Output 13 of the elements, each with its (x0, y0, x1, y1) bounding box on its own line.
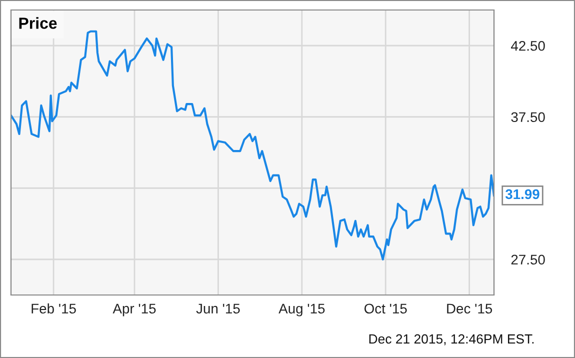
x-tick-label: Oct '15 (364, 304, 407, 314)
y-tick-label: 42.50 (510, 40, 545, 51)
data-label: 31.99 (505, 189, 540, 200)
x-tick-label: Apr '15 (112, 304, 156, 316)
x-tick-label: Feb '15 (32, 303, 76, 314)
line-series (11, 30, 494, 260)
y-tick-label: 37.50 (511, 112, 545, 122)
x-tick-label: Aug '15 (278, 304, 325, 316)
y-tick-label: 27.50 (511, 254, 545, 265)
text: Dec 21 2015, 12:46PM EST. (369, 334, 534, 346)
chart-title: Price (19, 17, 57, 29)
x-tick-label: Jun '15 (196, 304, 240, 314)
x-tick-label: Dec '15 (447, 304, 492, 314)
